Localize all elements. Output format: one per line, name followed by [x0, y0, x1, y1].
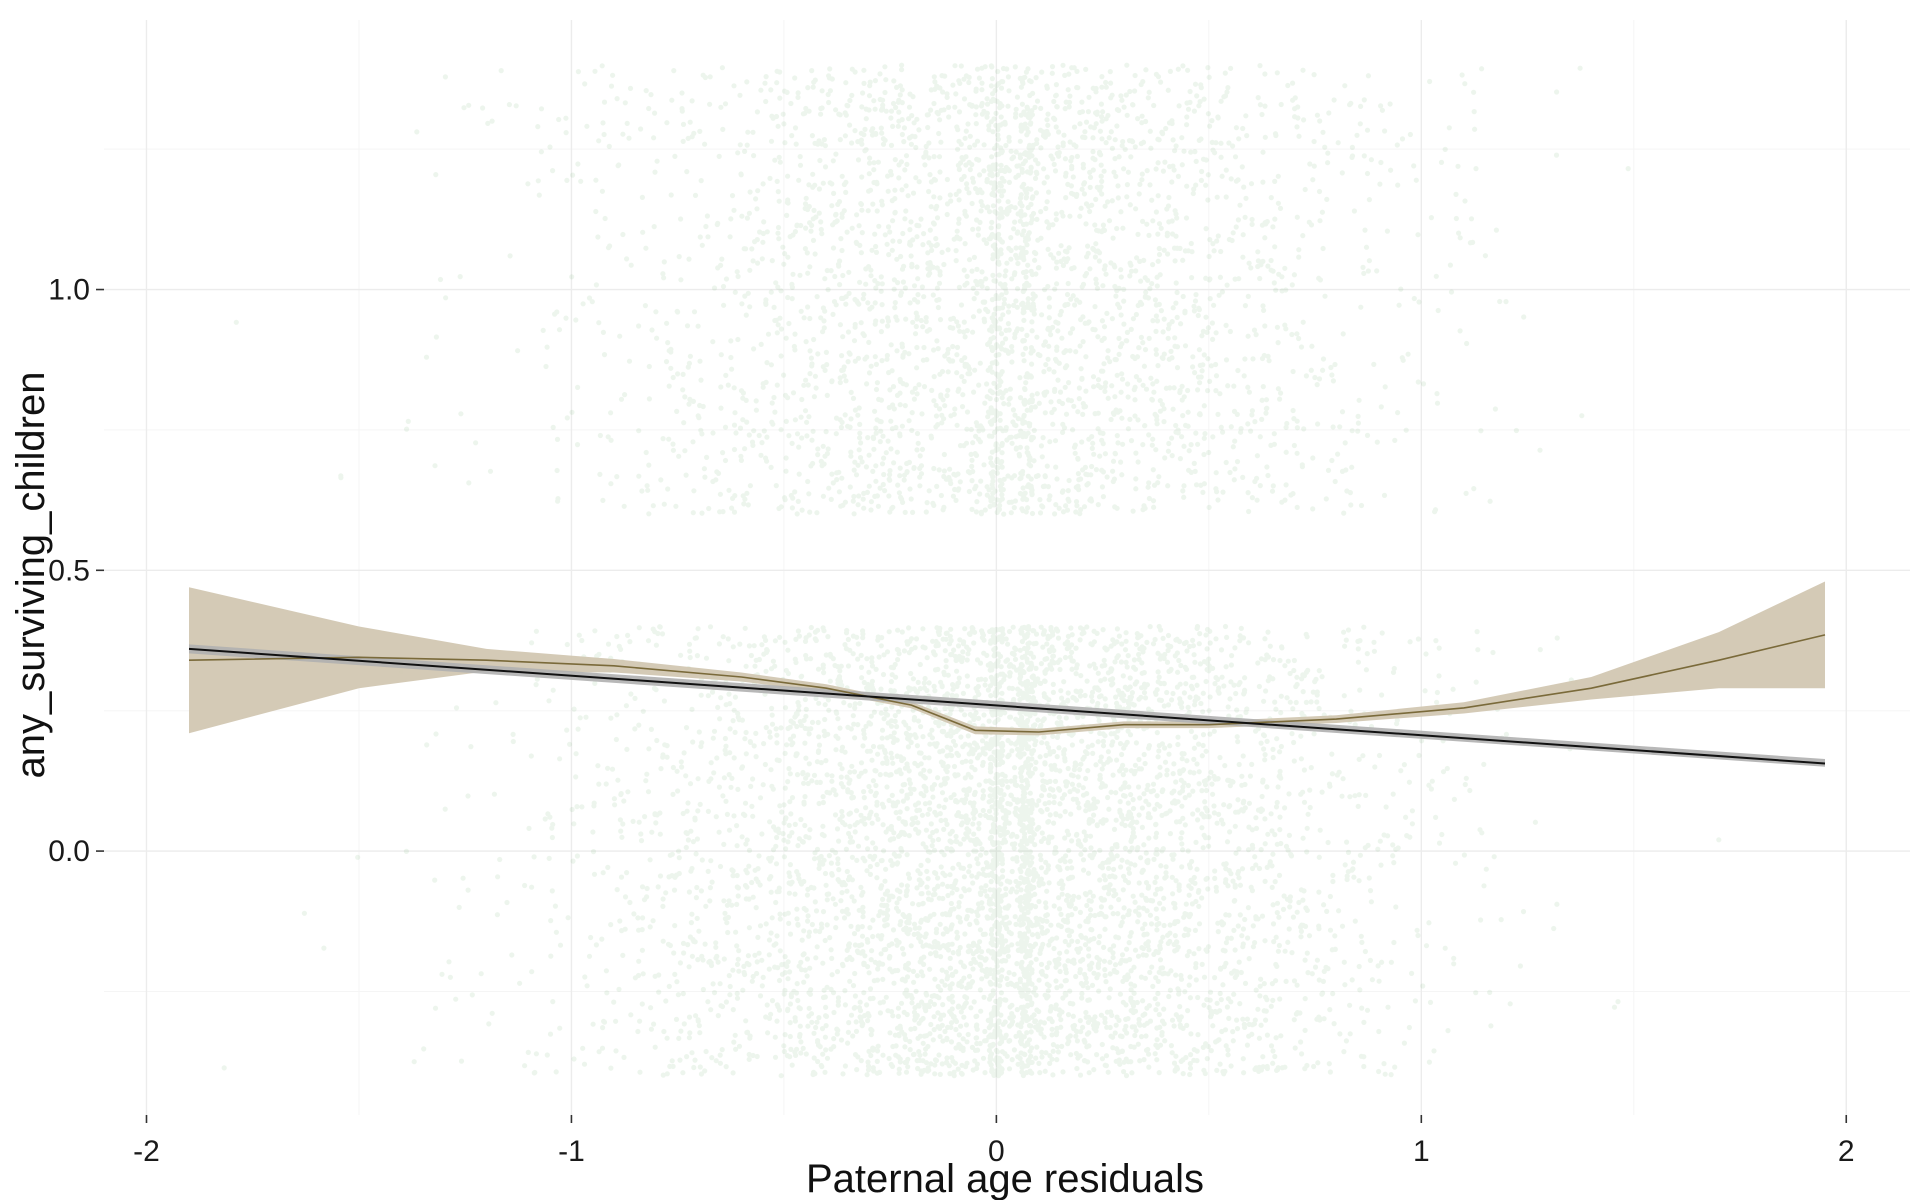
x-tick-label: -2 — [133, 1135, 160, 1168]
y-tick-label: 0.0 — [48, 835, 90, 868]
x-tick-label: 1 — [1413, 1135, 1430, 1168]
smooth-fit-band — [189, 581, 1825, 736]
smooth-fit-line — [188, 634, 1826, 733]
x-axis-title: Paternal age residuals — [806, 1157, 1204, 1200]
x-tick-label: 2 — [1838, 1135, 1855, 1168]
y-tick-label: 1.0 — [48, 274, 90, 307]
y-axis-title: any_surviving_children — [9, 372, 53, 779]
linear-fit-line — [188, 647, 1826, 765]
y-tick-label: 0.5 — [48, 554, 90, 587]
axes-layer: -2 -1 0 1 2 0.0 0.5 1.0 — [48, 274, 1854, 1168]
x-tick-label: -1 — [558, 1135, 585, 1168]
x-tick-label: 0 — [988, 1135, 1005, 1168]
grid-layer — [104, 20, 1910, 1115]
points-outcome-0 — [221, 623, 1722, 1079]
points-layer — [221, 62, 1722, 1079]
fit-lines — [188, 634, 1826, 765]
